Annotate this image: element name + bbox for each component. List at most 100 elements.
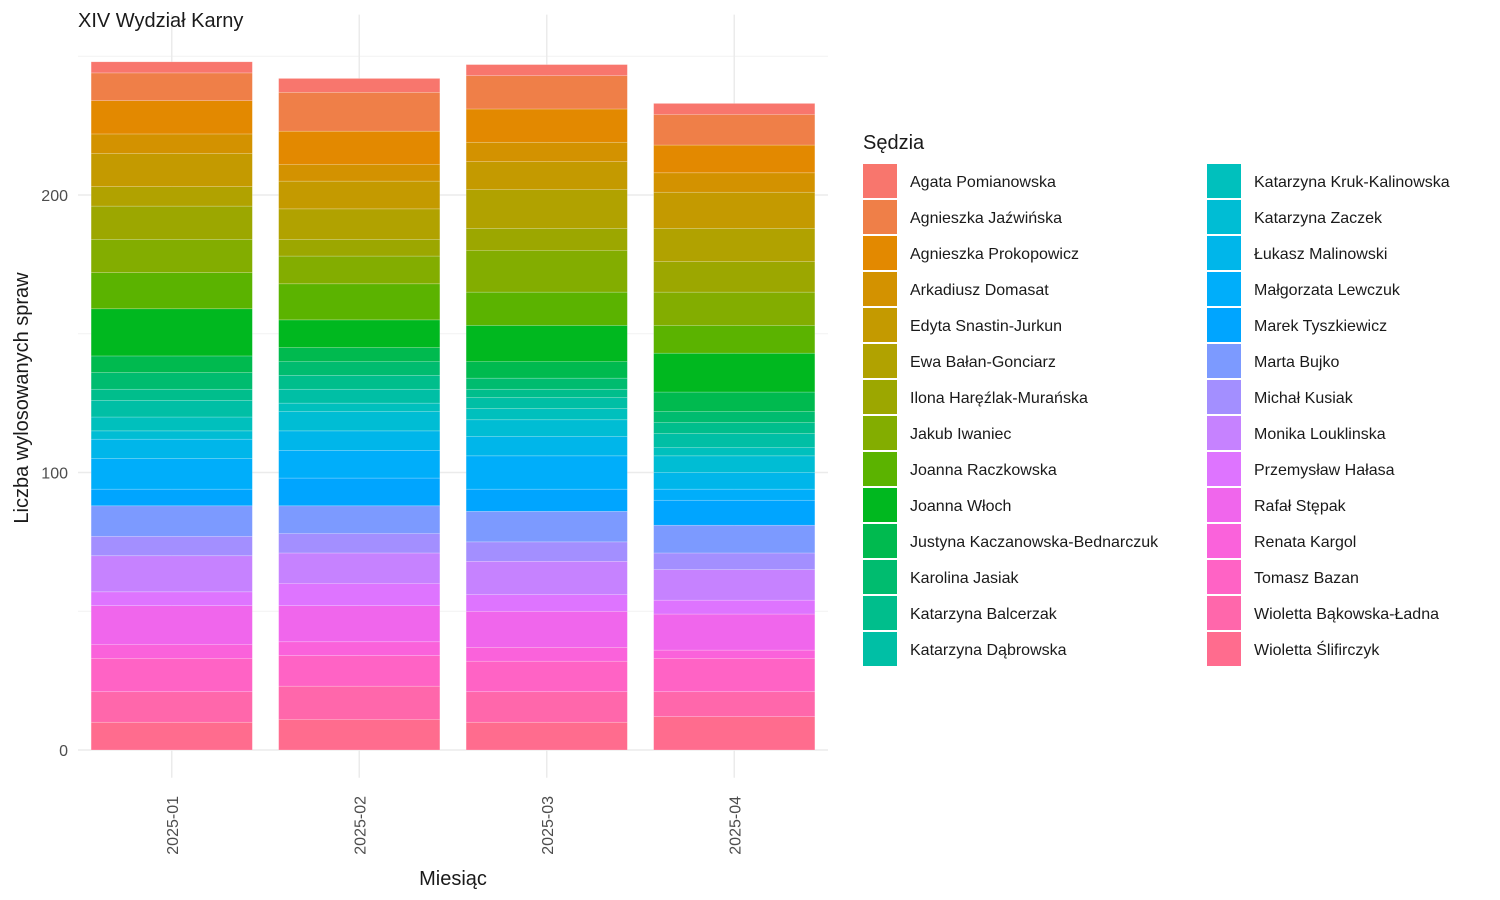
legend-key (863, 236, 897, 270)
bar-segment (653, 144, 816, 174)
bar-segment (653, 191, 816, 229)
bar-segment (465, 594, 628, 612)
bar-segment (465, 291, 628, 326)
y-tick-label: 100 (41, 466, 68, 483)
bar-segment (278, 283, 441, 321)
bar-segment (465, 250, 628, 293)
bar-segment (465, 408, 628, 421)
legend-label: Łukasz Malinowski (1254, 246, 1387, 263)
legend-key (863, 524, 897, 558)
bar-segment (90, 61, 253, 74)
legend-label: Marta Bujko (1254, 354, 1339, 371)
bar-segment (278, 92, 441, 132)
bar-segment (465, 610, 628, 648)
bar-segment (90, 605, 253, 645)
bar-segment (653, 524, 816, 554)
bar-segment (465, 377, 628, 390)
bars (90, 61, 816, 751)
legend-label: Justyna Kaczanowska-Bednarczuk (910, 534, 1159, 551)
legend-key (1207, 272, 1241, 306)
bar-segment (465, 419, 628, 437)
legend-key (863, 200, 897, 234)
bar-segment (90, 133, 253, 154)
legend-label: Agnieszka Prokopowicz (910, 246, 1079, 263)
legend-key (1207, 164, 1241, 198)
bar-segment (278, 685, 441, 720)
legend-key (863, 416, 897, 450)
bar-segment (653, 325, 816, 354)
bar-segment (653, 261, 816, 293)
bar-segment (653, 422, 816, 434)
bar-segment (653, 552, 816, 570)
bar-segment (90, 272, 253, 310)
legend-key (863, 560, 897, 594)
bar-segment (90, 186, 253, 207)
legend-label: Małgorzata Lewczuk (1254, 282, 1401, 299)
bar-segment (653, 599, 816, 615)
bar-segment (278, 583, 441, 607)
bar-segment (653, 291, 816, 326)
bar-segment (90, 591, 253, 607)
bar-segment (465, 691, 628, 723)
bar-segment (465, 660, 628, 693)
legend-label: Arkadiusz Domasat (910, 282, 1049, 299)
bar-segment (465, 108, 628, 143)
legend-label: Rafał Stępak (1254, 498, 1347, 515)
legend-key (863, 632, 897, 666)
bar-segment (90, 438, 253, 459)
bar-segment (90, 644, 253, 659)
bar-segment (278, 641, 441, 656)
bar-segment (90, 430, 253, 440)
legend-key (1207, 488, 1241, 522)
bar-segment (278, 477, 441, 507)
legend-key (1207, 524, 1241, 558)
legend-key (1207, 452, 1241, 486)
bar-segment (653, 228, 816, 262)
legend-label: Katarzyna Kruk-Kalinowska (1254, 174, 1450, 191)
bar-segment (465, 325, 628, 362)
legend-label: Katarzyna Zaczek (1254, 210, 1383, 227)
legend-label: Joanna Raczkowska (910, 462, 1057, 479)
bar-segment (278, 430, 441, 451)
bar-segment (653, 691, 816, 717)
legend-key (1207, 236, 1241, 270)
legend: Sędzia Agata Pomianowska Agnieszka Jaźwiń… (863, 132, 1450, 666)
legend-label: Agnieszka Jaźwińska (910, 210, 1062, 227)
bar-segment (653, 103, 816, 115)
bar-segment (653, 472, 816, 490)
bar-segment (278, 402, 441, 412)
bar-segment (465, 647, 628, 662)
legend-key (1207, 632, 1241, 666)
bar-segment (90, 388, 253, 401)
legend-label: Tomasz Bazan (1254, 570, 1359, 587)
bar-segment (653, 172, 816, 193)
bar-segment (465, 161, 628, 190)
bar-segment (278, 180, 441, 210)
bar-segment (653, 569, 816, 601)
legend-label: Edyta Snastin-Jurkun (910, 318, 1062, 335)
x-tick-label: 2025-02 (352, 796, 369, 855)
bar-segment (653, 613, 816, 651)
legend-key (863, 308, 897, 342)
legend-label: Wioletta Bąkowska-Ładna (1254, 606, 1439, 623)
bar-segment (653, 455, 816, 473)
legend-key (863, 344, 897, 378)
bar-segment (278, 719, 441, 751)
bar-segment (465, 541, 628, 562)
bar-segment (90, 505, 253, 537)
bar-segment (90, 400, 253, 418)
bar-segment (278, 533, 441, 554)
bar-segment (465, 361, 628, 379)
bar-segment (278, 375, 441, 390)
bar-segment (278, 449, 441, 479)
bar-segment (653, 447, 816, 457)
bar-segment (90, 355, 253, 373)
bar-segment (465, 511, 628, 543)
legend-key (1207, 200, 1241, 234)
bar-segment (465, 189, 628, 229)
legend-key (1207, 416, 1241, 450)
legend-label: Michał Kusiak (1254, 390, 1354, 407)
bar-segment (278, 239, 441, 257)
legend-key (863, 488, 897, 522)
